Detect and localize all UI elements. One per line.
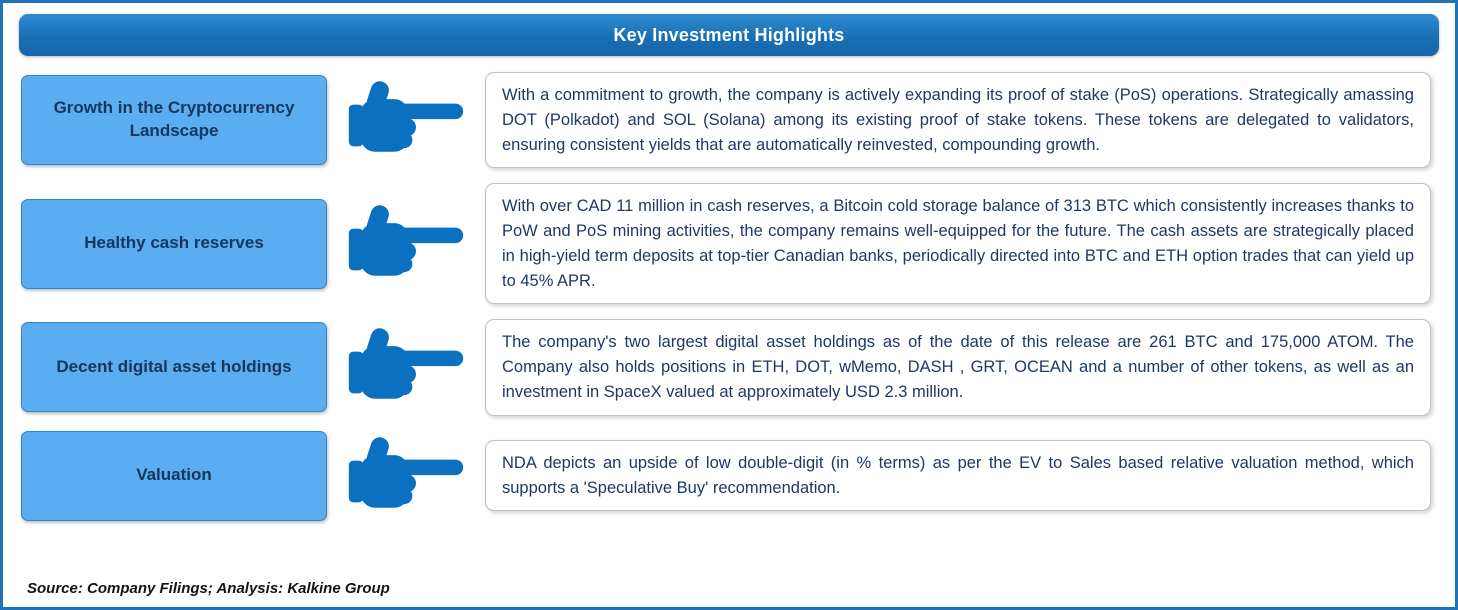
- right-pointing-hand-icon: [327, 202, 485, 286]
- highlight-label-box: Healthy cash reserves: [21, 198, 327, 289]
- highlight-text: NDA depicts an upside of low double-digi…: [502, 453, 1414, 497]
- source-note: Source: Company Filings; Analysis: Kalki…: [27, 580, 390, 597]
- highlight-row-valuation: Valuation NDA depicts an upside of low d…: [21, 430, 1439, 521]
- highlight-row-cash-reserves: Healthy cash reserves With over CAD 11 m…: [21, 183, 1439, 305]
- right-pointing-hand-icon: [327, 78, 485, 162]
- right-pointing-hand-icon: [327, 434, 485, 518]
- highlight-label-box: Growth in the Cryptocurrency Landscape: [21, 75, 327, 166]
- highlight-label: Growth in the Cryptocurrency Landscape: [53, 98, 295, 141]
- highlight-text-box: With over CAD 11 million in cash reserve…: [485, 183, 1431, 305]
- highlight-text-box: With a commitment to growth, the company…: [485, 72, 1431, 169]
- highlight-text-box: The company's two largest digital asset …: [485, 319, 1431, 416]
- highlight-label: Decent digital asset holdings: [56, 356, 292, 376]
- highlight-row-growth: Growth in the Cryptocurrency Landscape W…: [21, 72, 1439, 169]
- highlights-list: Growth in the Cryptocurrency Landscape W…: [3, 60, 1455, 572]
- highlight-row-digital-assets: Decent digital asset holdings The compan…: [21, 319, 1439, 416]
- page-title: Key Investment Highlights: [613, 24, 845, 45]
- highlight-label-box: Decent digital asset holdings: [21, 322, 327, 413]
- highlight-text: With a commitment to growth, the company…: [502, 86, 1414, 154]
- highlight-text: The company's two largest digital asset …: [502, 333, 1414, 401]
- highlight-label: Healthy cash reserves: [84, 233, 264, 253]
- right-pointing-hand-icon: [327, 325, 485, 409]
- highlight-label: Valuation: [136, 465, 212, 485]
- highlight-label-box: Valuation: [21, 430, 327, 521]
- header-banner: Key Investment Highlights: [19, 14, 1439, 56]
- highlight-text-box: NDA depicts an upside of low double-digi…: [485, 439, 1431, 512]
- highlight-text: With over CAD 11 million in cash reserve…: [502, 197, 1414, 290]
